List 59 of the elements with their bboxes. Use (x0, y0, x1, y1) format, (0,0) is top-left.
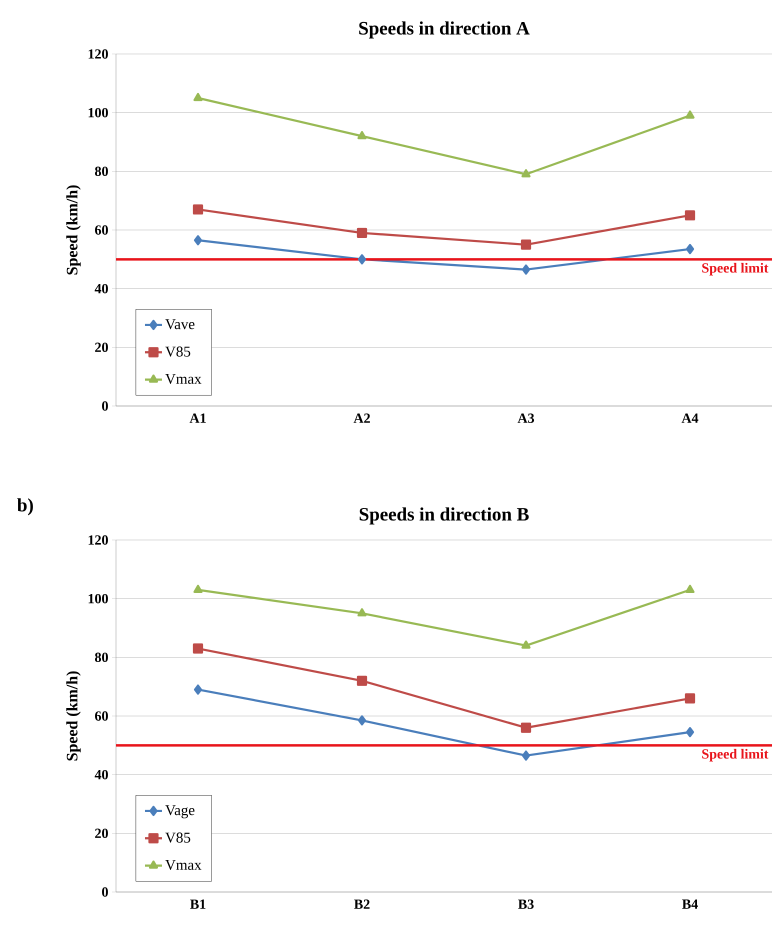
y-tick-label: 80 (95, 166, 108, 176)
point (686, 727, 694, 738)
chart-title: Speeds in direction B (360, 507, 529, 524)
legend-label: V85 (165, 832, 190, 843)
ref-line-label: Speed limit (702, 748, 768, 762)
y-tick-label: 20 (95, 342, 108, 352)
y-tick-label: 60 (95, 225, 108, 235)
point (520, 722, 532, 733)
x-tick-label: A2 (354, 414, 370, 423)
point (521, 169, 531, 178)
y-tick-label: 0 (102, 887, 108, 897)
y-tick-label: 40 (94, 284, 108, 294)
y-tick-label: 80 (95, 652, 108, 662)
legend-label: Vmax (165, 860, 202, 870)
point (522, 264, 530, 275)
y-tick-label: 100 (88, 594, 108, 604)
y-tick-label: 20 (95, 828, 108, 838)
legend-label: Vage (165, 805, 194, 818)
y-tick-label: 100 (88, 108, 108, 118)
point (192, 204, 204, 215)
ref-line-label: Speed limit (702, 262, 768, 276)
point (685, 584, 695, 593)
point (357, 608, 367, 616)
point (521, 640, 531, 649)
point (356, 676, 368, 686)
point (357, 131, 367, 140)
point (358, 715, 366, 726)
x-tick-label: B4 (682, 900, 698, 909)
y-tick-label: 120 (88, 535, 108, 545)
point (685, 110, 695, 119)
x-tick-label: B2 (354, 900, 370, 909)
point (522, 750, 530, 761)
text: b) (17, 498, 33, 516)
y-axis-title: Speed (km/h) (66, 185, 81, 275)
point (192, 643, 204, 654)
point (356, 228, 368, 238)
point (193, 584, 203, 593)
x-tick-label: B3 (518, 900, 534, 909)
y-tick-label: 40 (94, 770, 108, 780)
x-tick-label: B1 (190, 900, 206, 909)
point (358, 254, 366, 264)
x-tick-label: A3 (518, 414, 534, 423)
point (194, 235, 202, 246)
y-tick-label: 0 (102, 401, 108, 411)
y-tick-label: 60 (95, 711, 108, 721)
x-tick-label: A1 (190, 414, 206, 423)
legend-label: Vmax (165, 374, 202, 384)
point (684, 210, 696, 220)
point (686, 244, 694, 254)
point (520, 240, 532, 250)
chart-title: Speeds in direction A (359, 21, 530, 38)
legend-label: V85 (165, 346, 190, 357)
y-axis-title: Speed (km/h) (66, 671, 81, 761)
point (193, 92, 203, 102)
legend-label: Vave (165, 319, 194, 330)
y-tick-label: 120 (88, 49, 108, 59)
point (684, 693, 696, 704)
x-tick-label: A4 (682, 414, 698, 423)
point (194, 684, 202, 695)
